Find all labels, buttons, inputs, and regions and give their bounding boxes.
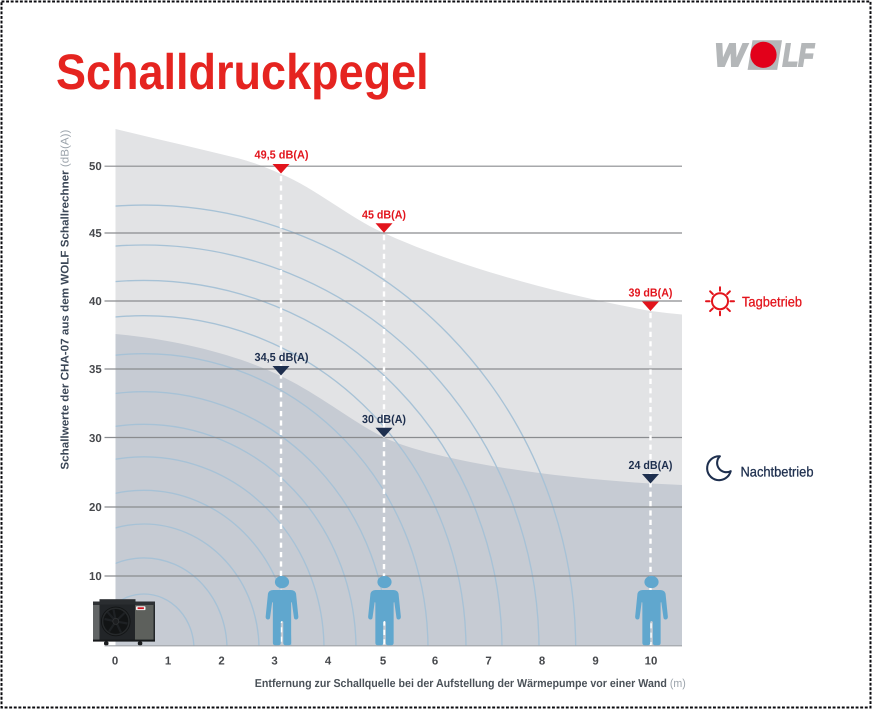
svg-text:24 dB(A): 24 dB(A): [629, 459, 673, 472]
svg-text:0: 0: [112, 656, 118, 668]
svg-text:50: 50: [89, 161, 102, 173]
svg-text:7: 7: [485, 656, 491, 668]
svg-text:45: 45: [89, 228, 102, 240]
svg-text:35: 35: [89, 364, 102, 376]
svg-text:45 dB(A): 45 dB(A): [362, 209, 406, 222]
svg-text:Tagbetrieb: Tagbetrieb: [742, 294, 802, 310]
svg-text:W: W: [715, 37, 749, 73]
svg-text:3: 3: [271, 656, 277, 668]
svg-text:LF: LF: [783, 37, 816, 73]
svg-text:30: 30: [89, 433, 102, 445]
svg-text:2: 2: [218, 656, 224, 668]
svg-text:39 dB(A): 39 dB(A): [629, 287, 673, 300]
svg-text:4: 4: [325, 656, 332, 668]
svg-text:40: 40: [89, 296, 102, 308]
svg-text:6: 6: [432, 656, 438, 668]
svg-text:Schallwerte der CHA-07 aus dem: Schallwerte der CHA-07 aus dem WOLF Scha…: [59, 129, 71, 469]
svg-text:30 dB(A): 30 dB(A): [362, 413, 406, 426]
svg-text:9: 9: [592, 656, 598, 668]
svg-text:Nachtbetrieb: Nachtbetrieb: [741, 464, 814, 480]
svg-text:Entfernung zur Schallquelle be: Entfernung zur Schallquelle bei der Aufs…: [255, 678, 686, 690]
svg-text:10: 10: [89, 571, 102, 583]
svg-text:34,5 dB(A): 34,5 dB(A): [255, 351, 309, 364]
svg-text:1: 1: [165, 656, 172, 668]
svg-text:49,5 dB(A): 49,5 dB(A): [255, 149, 309, 162]
svg-text:8: 8: [539, 656, 545, 668]
svg-text:20: 20: [89, 502, 102, 514]
svg-text:10: 10: [645, 656, 658, 668]
svg-text:5: 5: [380, 656, 387, 668]
